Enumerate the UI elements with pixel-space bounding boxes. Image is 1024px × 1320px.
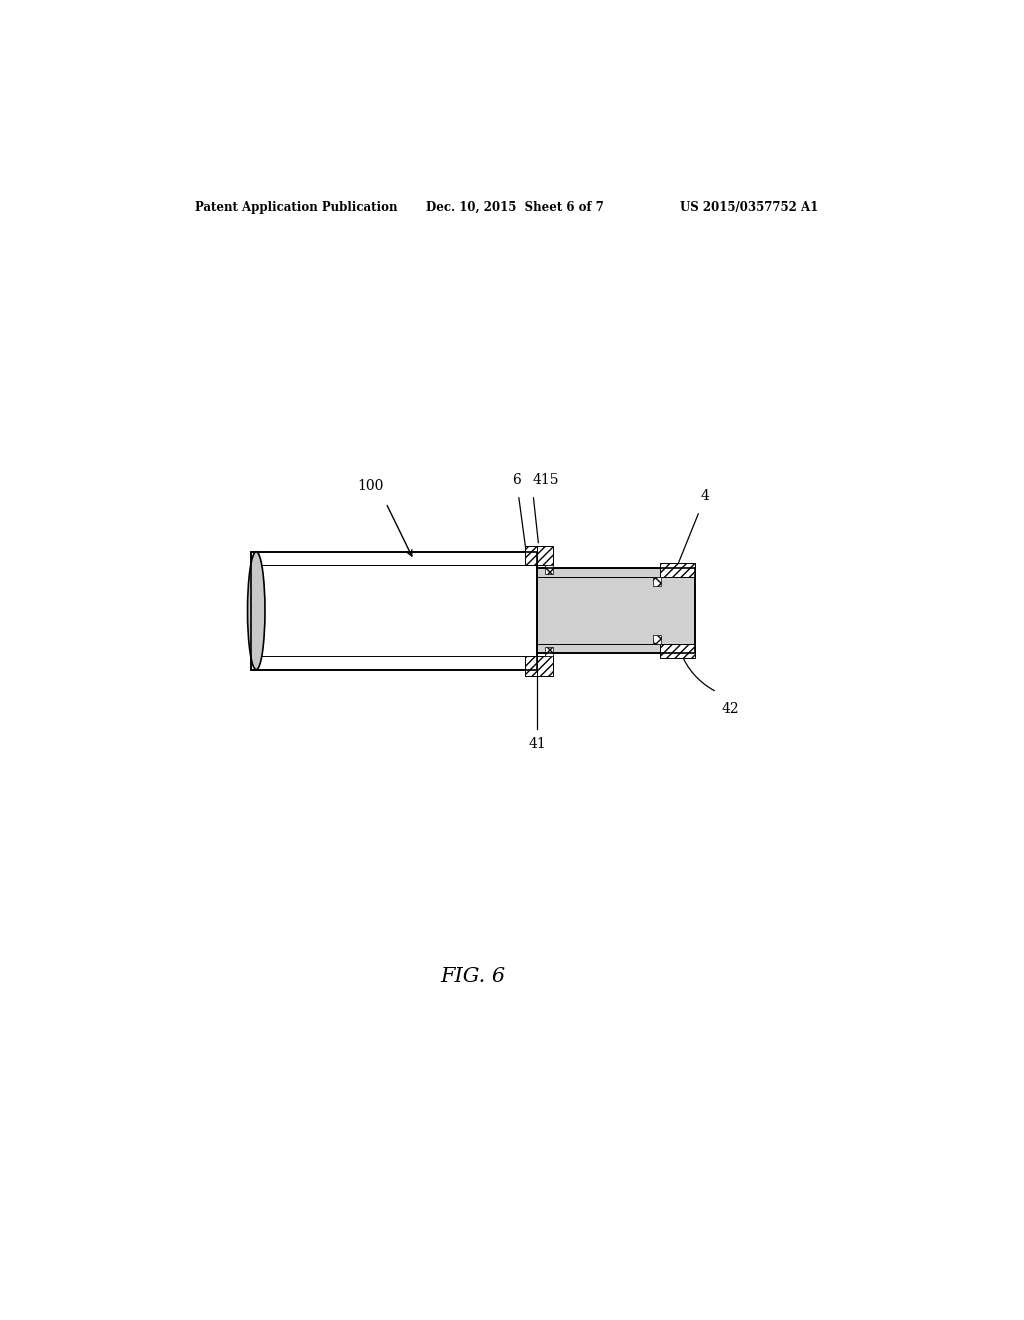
Text: Patent Application Publication: Patent Application Publication xyxy=(196,201,398,214)
Text: 100: 100 xyxy=(356,479,383,492)
Text: 42: 42 xyxy=(722,702,739,717)
Polygon shape xyxy=(524,656,553,676)
Bar xyxy=(653,635,662,644)
Text: 4: 4 xyxy=(700,488,710,503)
Polygon shape xyxy=(524,545,553,565)
Bar xyxy=(537,568,695,653)
Bar xyxy=(251,552,537,669)
Text: FIG. 6: FIG. 6 xyxy=(440,968,506,986)
Text: US 2015/0357752 A1: US 2015/0357752 A1 xyxy=(680,201,818,214)
Bar xyxy=(545,647,553,656)
Bar xyxy=(545,565,553,574)
Bar xyxy=(251,552,537,669)
Text: Dec. 10, 2015  Sheet 6 of 7: Dec. 10, 2015 Sheet 6 of 7 xyxy=(426,201,603,214)
Bar xyxy=(537,568,695,653)
Polygon shape xyxy=(659,562,695,577)
Text: 415: 415 xyxy=(532,473,559,487)
Text: 41: 41 xyxy=(528,737,546,751)
Text: 6: 6 xyxy=(512,473,521,487)
Ellipse shape xyxy=(248,552,265,669)
Bar xyxy=(653,577,662,586)
Polygon shape xyxy=(659,644,695,659)
